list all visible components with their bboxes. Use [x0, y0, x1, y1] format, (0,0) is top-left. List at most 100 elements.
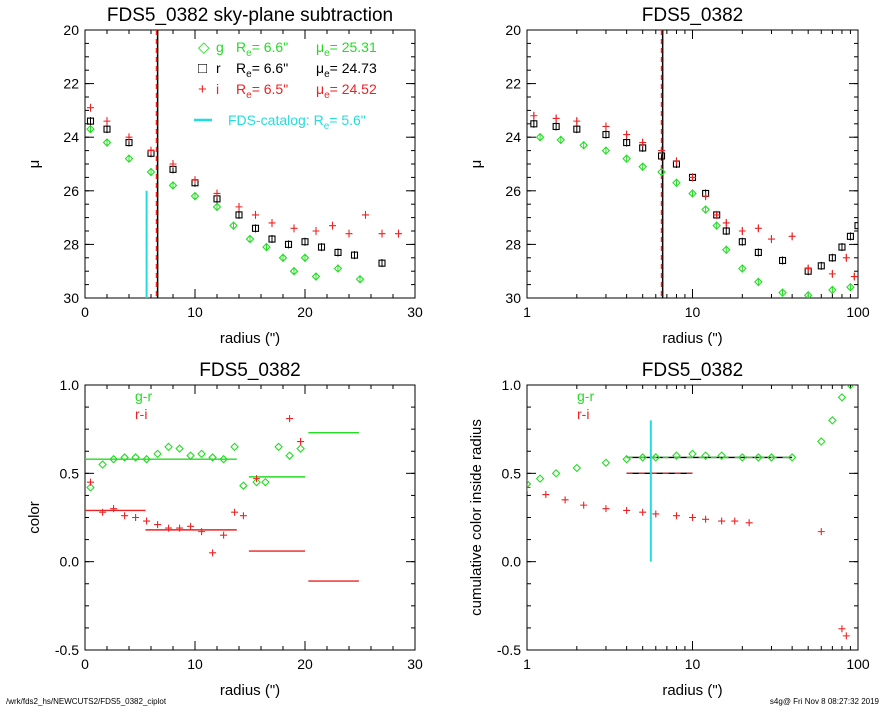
data-point — [297, 438, 305, 446]
data-point — [168, 181, 178, 190]
y-tick-label: 28 — [63, 236, 79, 252]
data-point — [754, 248, 762, 256]
y-tick-label: 28 — [505, 236, 521, 252]
x-tick-label: 0 — [81, 304, 89, 320]
data-point — [778, 288, 787, 297]
data-point — [837, 393, 847, 402]
data-point — [602, 505, 610, 513]
data-point — [333, 264, 343, 273]
data-point — [220, 531, 228, 539]
y-axis-label: color — [26, 501, 43, 534]
data-point — [552, 122, 560, 131]
data-point — [350, 251, 359, 259]
data-point — [722, 219, 730, 227]
y-tick-label: 20 — [63, 22, 79, 38]
data-point — [252, 477, 261, 487]
data-point — [745, 519, 753, 527]
x-tick-label: 10 — [187, 656, 203, 672]
x-tick-label: 1 — [523, 656, 531, 672]
y-axis-label: cumulative color inside radius — [468, 419, 485, 616]
data-point — [98, 460, 107, 469]
x-tick-label: 20 — [297, 656, 313, 672]
data-point — [86, 124, 95, 134]
y-axis-label: μ — [468, 160, 485, 169]
data-point — [262, 242, 271, 252]
data-point — [817, 262, 825, 270]
data-point — [301, 238, 309, 246]
data-point — [601, 146, 611, 155]
legend-band: g — [216, 39, 224, 55]
data-point — [842, 632, 850, 640]
data-point — [842, 254, 850, 262]
y-tick-label: 1.0 — [60, 377, 80, 393]
data-point — [602, 122, 610, 130]
data-point — [556, 135, 566, 145]
data-point — [803, 291, 813, 298]
chart-panel-2: FDS5_0382 1 10 100 20 22 24 26 28 30 radius (") μ — [468, 5, 870, 347]
data-point — [165, 524, 173, 532]
data-point — [154, 521, 162, 529]
data-point — [175, 444, 184, 453]
data-point — [572, 463, 582, 473]
x-tick-label: 10 — [187, 304, 203, 320]
data-point — [701, 451, 710, 460]
data-point — [99, 508, 107, 516]
data-point — [689, 173, 696, 181]
data-point — [530, 120, 538, 128]
data-point — [639, 508, 647, 516]
data-point — [573, 125, 581, 133]
legend-entry: r-i — [577, 406, 589, 422]
data-point — [147, 147, 155, 155]
data-point — [362, 211, 369, 219]
data-point — [535, 474, 545, 483]
data-point — [268, 219, 276, 227]
data-point — [638, 162, 647, 171]
data-point — [143, 517, 151, 525]
series-i — [87, 103, 402, 238]
data-point — [652, 510, 660, 518]
data-point — [527, 483, 531, 491]
data-point — [286, 415, 294, 423]
y-tick-label: 30 — [505, 290, 521, 306]
data-point — [191, 176, 199, 184]
data-point — [284, 240, 293, 248]
data-point — [579, 140, 588, 150]
y-tick-label: 24 — [63, 129, 79, 145]
data-point — [190, 191, 200, 201]
data-point — [527, 479, 532, 489]
x-tick-label: 100 — [846, 656, 870, 672]
data-point — [530, 112, 538, 120]
footer-path: /wrk/fds2_hs/NEWCUTS2/FDS5_0382_ciplot — [6, 697, 167, 706]
x-tick-label: 20 — [297, 304, 313, 320]
data-point — [731, 517, 739, 525]
data-point — [289, 266, 299, 276]
data-point — [231, 508, 239, 516]
legend-catalog: FDS-catalog: Re= 5.6" — [228, 112, 366, 132]
data-point — [828, 416, 837, 425]
data-point — [86, 483, 95, 492]
data-point — [87, 104, 94, 112]
x-tick-label: 10 — [685, 656, 701, 672]
chart-panel-3: FDS5_0382 0 10 20 30 -0.5 0.0 0.5 1.0 radius (") c… — [26, 360, 423, 699]
data-point — [623, 131, 631, 139]
x-axis-label: radius (") — [220, 682, 280, 699]
data-point — [312, 227, 320, 235]
legend-mu: μe= 24.52 — [316, 81, 377, 101]
plot-area — [85, 415, 359, 582]
legend-entry: g-r — [577, 388, 594, 404]
data-point — [639, 139, 647, 147]
data-point — [235, 211, 243, 219]
data-point — [142, 454, 151, 464]
data-point — [658, 147, 666, 155]
data-point — [102, 138, 112, 147]
data-point — [738, 227, 746, 235]
data-point — [187, 522, 195, 530]
data-point — [787, 453, 797, 462]
plot-frame — [526, 29, 859, 299]
data-point — [278, 253, 288, 263]
data-point — [817, 437, 826, 446]
y-tick-label: -0.5 — [497, 642, 521, 658]
y-tick-label: 1.0 — [502, 377, 522, 393]
data-point — [722, 245, 731, 255]
data-point — [622, 154, 631, 163]
